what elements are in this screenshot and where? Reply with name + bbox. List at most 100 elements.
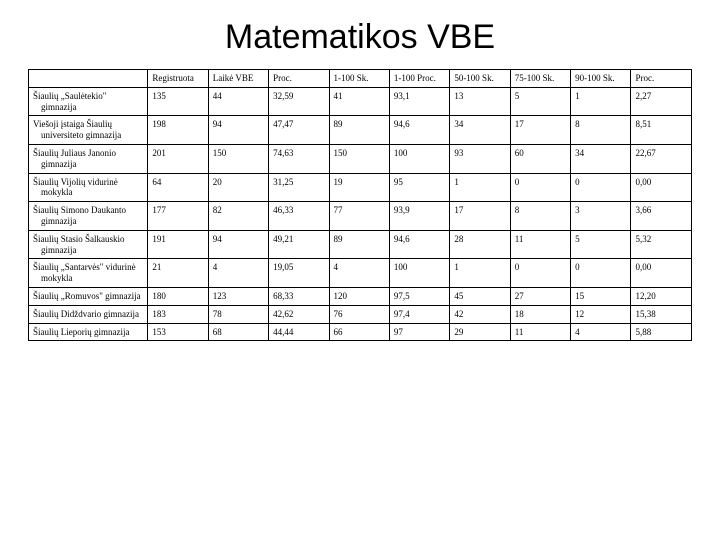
cell: 0,00 bbox=[631, 173, 692, 202]
cell: 32,59 bbox=[269, 87, 329, 116]
cell: 4 bbox=[208, 259, 268, 288]
col-header bbox=[29, 70, 148, 88]
table-row: Viešoji įstaiga Šiaulių universiteto gim… bbox=[29, 116, 692, 145]
cell: 0 bbox=[571, 173, 631, 202]
cell: 0 bbox=[510, 259, 570, 288]
cell: 20 bbox=[208, 173, 268, 202]
cell: 191 bbox=[148, 230, 208, 259]
table-row: Šiaulių Stasio Šalkauskio gimnazija191 94… bbox=[29, 230, 692, 259]
cell: 29 bbox=[450, 323, 510, 341]
cell: 15,38 bbox=[631, 305, 692, 323]
cell: 8 bbox=[510, 202, 570, 231]
cell: 42 bbox=[450, 305, 510, 323]
header-row: Registruota Laikė VBE Proc. 1-100 Sk. 1-… bbox=[29, 70, 692, 88]
cell: 42,62 bbox=[269, 305, 329, 323]
table-row: Šiaulių „Saulėtekio" gimnazija1354432,59… bbox=[29, 87, 692, 116]
col-header: 50-100 Sk. bbox=[450, 70, 510, 88]
cell: 18 bbox=[510, 305, 570, 323]
table-body: Šiaulių „Saulėtekio" gimnazija1354432,59… bbox=[29, 87, 692, 341]
col-header: Proc. bbox=[269, 70, 329, 88]
cell: 60 bbox=[510, 144, 570, 173]
cell: 94,6 bbox=[389, 116, 449, 145]
cell: 5 bbox=[510, 87, 570, 116]
cell: 93,9 bbox=[389, 202, 449, 231]
cell: 201 bbox=[148, 144, 208, 173]
cell: 19,05 bbox=[269, 259, 329, 288]
cell: 77 bbox=[329, 202, 389, 231]
cell: 31,25 bbox=[269, 173, 329, 202]
cell: 4 bbox=[571, 323, 631, 341]
table-row: Šiaulių Juliaus Janonio gimnazija2011507… bbox=[29, 144, 692, 173]
cell: 153 bbox=[148, 323, 208, 341]
cell: 89 bbox=[329, 116, 389, 145]
cell: 8 bbox=[571, 116, 631, 145]
cell: 44,44 bbox=[269, 323, 329, 341]
cell: 93,1 bbox=[389, 87, 449, 116]
cell: 21 bbox=[148, 259, 208, 288]
row-name: Šiaulių Lieporių gimnazija bbox=[29, 323, 148, 341]
slide-container: Matematikos VBE Registruota Laikė VBE Pr… bbox=[0, 0, 720, 540]
cell: 3,66 bbox=[631, 202, 692, 231]
table-row: Šiaulių Simono Daukanto gimnazija1778246… bbox=[29, 202, 692, 231]
cell: 64 bbox=[148, 173, 208, 202]
cell: 177 bbox=[148, 202, 208, 231]
cell: 123 bbox=[208, 287, 268, 305]
cell: 97 bbox=[389, 323, 449, 341]
col-header: Registruota bbox=[148, 70, 208, 88]
cell: 66 bbox=[329, 323, 389, 341]
row-name: Šiaulių Didždvario gimnazija bbox=[29, 305, 148, 323]
cell: 100 bbox=[389, 144, 449, 173]
col-header: 75-100 Sk. bbox=[510, 70, 570, 88]
cell: 97,5 bbox=[389, 287, 449, 305]
table-row: Šiaulių Lieporių gimnazija1536844,446697… bbox=[29, 323, 692, 341]
cell: 22,67 bbox=[631, 144, 692, 173]
cell: 95 bbox=[389, 173, 449, 202]
row-name: Viešoji įstaiga Šiaulių universiteto gim… bbox=[29, 116, 148, 145]
cell: 46,33 bbox=[269, 202, 329, 231]
row-name: Šiaulių Vijolių vidurinė mokykla bbox=[29, 173, 148, 202]
cell: 47,47 bbox=[269, 116, 329, 145]
table-row: Šiaulių Vijolių vidurinė mokykla642031,2… bbox=[29, 173, 692, 202]
cell: 19 bbox=[329, 173, 389, 202]
cell: 11 bbox=[510, 323, 570, 341]
cell: 1 bbox=[450, 259, 510, 288]
cell: 13 bbox=[450, 87, 510, 116]
cell: 5,88 bbox=[631, 323, 692, 341]
cell: 97,4 bbox=[389, 305, 449, 323]
cell: 150 bbox=[329, 144, 389, 173]
cell: 49,21 bbox=[269, 230, 329, 259]
cell: 0,00 bbox=[631, 259, 692, 288]
cell: 93 bbox=[450, 144, 510, 173]
cell: 4 bbox=[329, 259, 389, 288]
col-header: 1-100 Sk. bbox=[329, 70, 389, 88]
cell: 28 bbox=[450, 230, 510, 259]
row-name: Šiaulių Stasio Šalkauskio gimnazija bbox=[29, 230, 148, 259]
cell: 45 bbox=[450, 287, 510, 305]
cell: 180 bbox=[148, 287, 208, 305]
cell: 41 bbox=[329, 87, 389, 116]
cell: 34 bbox=[450, 116, 510, 145]
cell: 150 bbox=[208, 144, 268, 173]
row-name: Šiaulių Simono Daukanto gimnazija bbox=[29, 202, 148, 231]
cell: 8,51 bbox=[631, 116, 692, 145]
cell: 17 bbox=[510, 116, 570, 145]
cell: 94,6 bbox=[389, 230, 449, 259]
table-row: Šiaulių „Santarvės" vidurinė mokykla2141… bbox=[29, 259, 692, 288]
cell: 0 bbox=[510, 173, 570, 202]
cell: 11 bbox=[510, 230, 570, 259]
cell: 198 bbox=[148, 116, 208, 145]
slide-title: Matematikos VBE bbox=[28, 18, 692, 57]
cell: 1 bbox=[571, 87, 631, 116]
cell: 135 bbox=[148, 87, 208, 116]
cell: 68,33 bbox=[269, 287, 329, 305]
cell: 27 bbox=[510, 287, 570, 305]
cell: 89 bbox=[329, 230, 389, 259]
col-header: 90-100 Sk. bbox=[571, 70, 631, 88]
cell: 12 bbox=[571, 305, 631, 323]
cell: 17 bbox=[450, 202, 510, 231]
cell: 44 bbox=[208, 87, 268, 116]
table-row: Šiaulių „Romuvos" gimnazija18012368,3312… bbox=[29, 287, 692, 305]
cell: 76 bbox=[329, 305, 389, 323]
cell: 12,20 bbox=[631, 287, 692, 305]
cell: 15 bbox=[571, 287, 631, 305]
